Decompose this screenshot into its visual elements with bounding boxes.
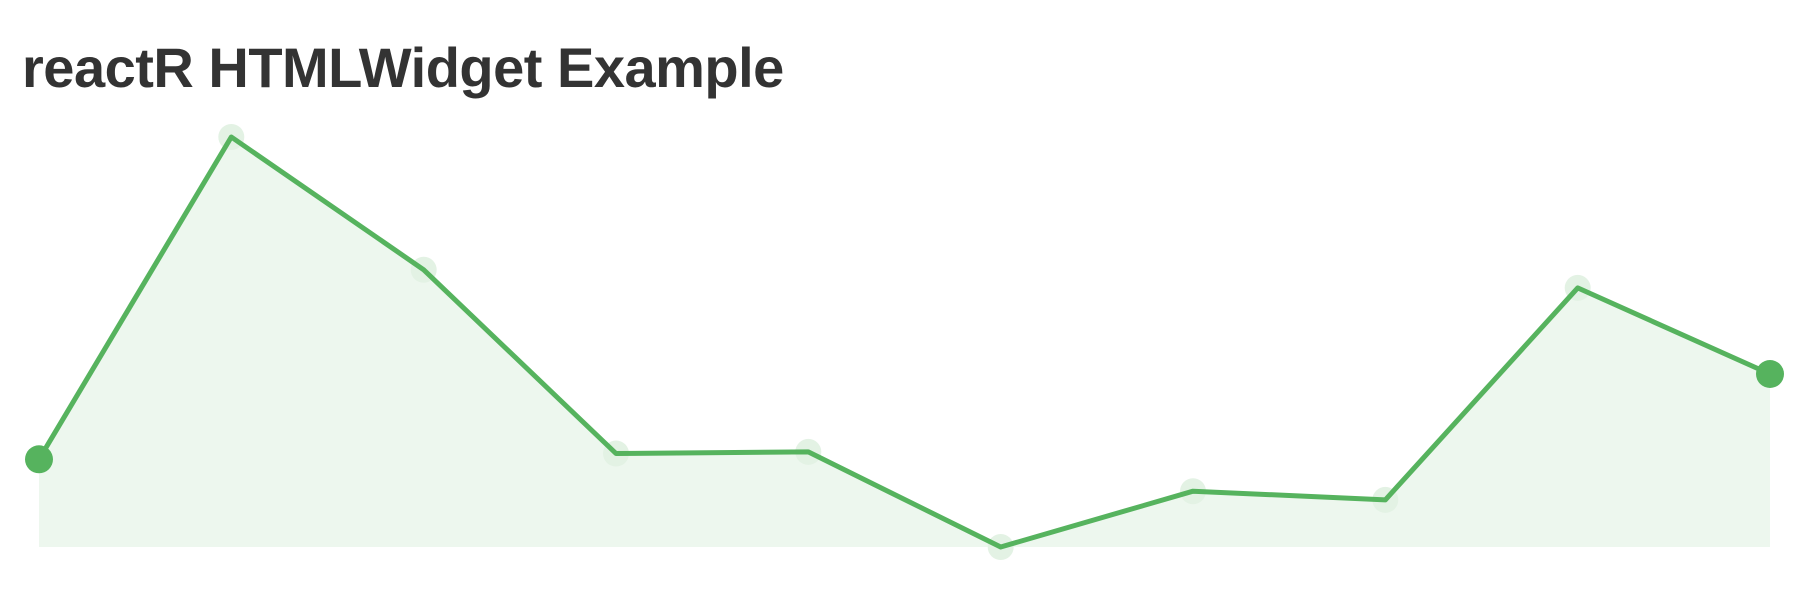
highlighted-data-point [25, 445, 53, 474]
series-area-fill [39, 137, 1770, 547]
series-line [36, 134, 1773, 550]
highlighted-data-point [1756, 360, 1784, 388]
page-title: reactR HTMLWidget Example [22, 36, 784, 99]
highlighted-point-markers [25, 360, 1784, 474]
